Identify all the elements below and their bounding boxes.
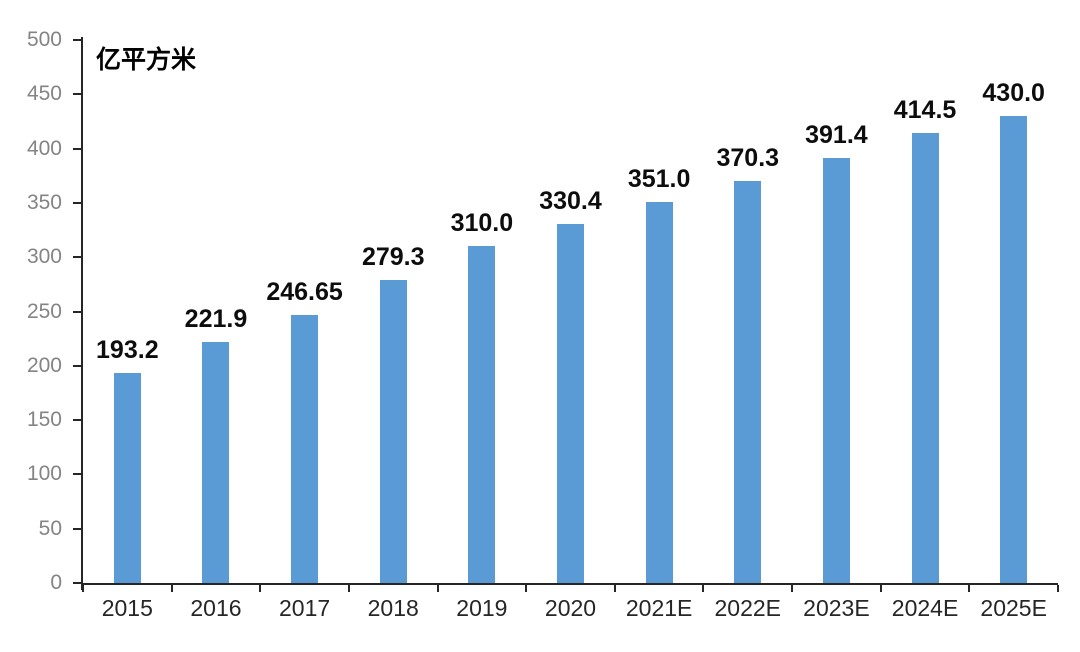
x-axis-tick-label-2020: 2020 <box>544 595 597 621</box>
y-axis-tick <box>73 256 81 259</box>
y-axis-tick-label: 450 <box>26 82 62 106</box>
x-axis-tick-label-2025E: 2025E <box>980 595 1047 621</box>
value-label-2020: 330.4 <box>539 187 602 216</box>
y-axis-tick-label: 400 <box>26 136 62 160</box>
x-axis-tick <box>259 585 262 592</box>
y-axis-tick <box>73 93 81 96</box>
bar-2020 <box>557 224 584 583</box>
x-axis-tick <box>702 585 705 592</box>
x-axis-tick <box>1057 585 1059 592</box>
x-axis-tick <box>170 585 173 592</box>
x-axis-tick-label-2022E: 2022E <box>714 595 782 621</box>
bar-2021E <box>645 201 673 583</box>
y-axis-tick-label: 50 <box>38 516 62 540</box>
x-axis-tick-label-2023E: 2023E <box>803 595 870 621</box>
y-axis-tick-label: 100 <box>26 462 62 486</box>
x-axis-tick <box>879 585 882 592</box>
x-axis-tick-label-2019: 2019 <box>456 595 508 621</box>
y-axis-tick <box>73 582 81 584</box>
bar-2018 <box>379 279 407 583</box>
value-label-2015: 193.2 <box>96 336 159 365</box>
bar-2025E <box>1000 116 1028 583</box>
x-axis-line <box>81 583 1058 585</box>
bar-2017 <box>291 315 319 583</box>
bar-2024E <box>911 132 939 583</box>
y-axis-tick-label: 300 <box>26 245 62 269</box>
value-label-2024E: 414.5 <box>893 95 957 124</box>
y-axis-tick-label: 150 <box>26 408 62 432</box>
x-axis-tick-label-2021E: 2021E <box>625 595 693 621</box>
value-label-2017: 246.65 <box>266 278 343 307</box>
y-axis-tick-label: 250 <box>26 299 62 323</box>
bar-2022E <box>734 180 762 583</box>
y-axis-tick-label: 500 <box>26 28 62 51</box>
bar-2015 <box>113 373 141 583</box>
bar-2019 <box>468 246 496 583</box>
y-axis-tick-label: 0 <box>50 571 62 594</box>
y-axis-tick <box>73 310 81 313</box>
y-axis-line <box>81 37 83 590</box>
y-axis-tick <box>73 39 81 41</box>
x-axis-tick <box>525 585 528 592</box>
y-axis-tick-label: 200 <box>26 353 62 377</box>
value-label-2019: 310.0 <box>450 209 514 238</box>
bar-2023E <box>822 157 850 583</box>
x-axis-tick-label-2017: 2017 <box>278 595 331 621</box>
value-label-2025E: 430.0 <box>982 79 1045 108</box>
value-label-2018: 279.3 <box>361 242 425 271</box>
x-axis-tick-label-2016: 2016 <box>190 595 242 621</box>
x-axis-tick <box>791 585 794 592</box>
x-axis-tick-label-2018: 2018 <box>367 595 419 621</box>
y-axis-tick <box>73 419 81 422</box>
bar-2016 <box>202 342 230 583</box>
x-axis-tick <box>82 585 84 592</box>
y-axis-tick-label: 350 <box>26 190 62 214</box>
y-axis-tick <box>73 201 81 204</box>
y-axis-tick <box>73 364 81 367</box>
x-axis-tick <box>436 585 439 592</box>
x-axis-tick-label-2015: 2015 <box>101 595 153 621</box>
x-axis-tick-label-2024E: 2024E <box>891 595 959 621</box>
value-label-2016: 221.9 <box>184 305 248 334</box>
value-label-2022E: 370.3 <box>716 143 780 172</box>
x-axis-tick <box>613 585 616 592</box>
x-axis-tick <box>347 585 350 592</box>
x-axis-tick <box>968 585 971 592</box>
value-label-2021E: 351.0 <box>627 164 691 193</box>
y-axis-tick <box>73 147 81 150</box>
y-axis-tick <box>73 527 81 530</box>
y-axis-tick <box>73 473 81 476</box>
y-axis-unit-label: 亿平方米 <box>96 46 197 74</box>
value-label-2023E: 391.4 <box>805 120 868 149</box>
